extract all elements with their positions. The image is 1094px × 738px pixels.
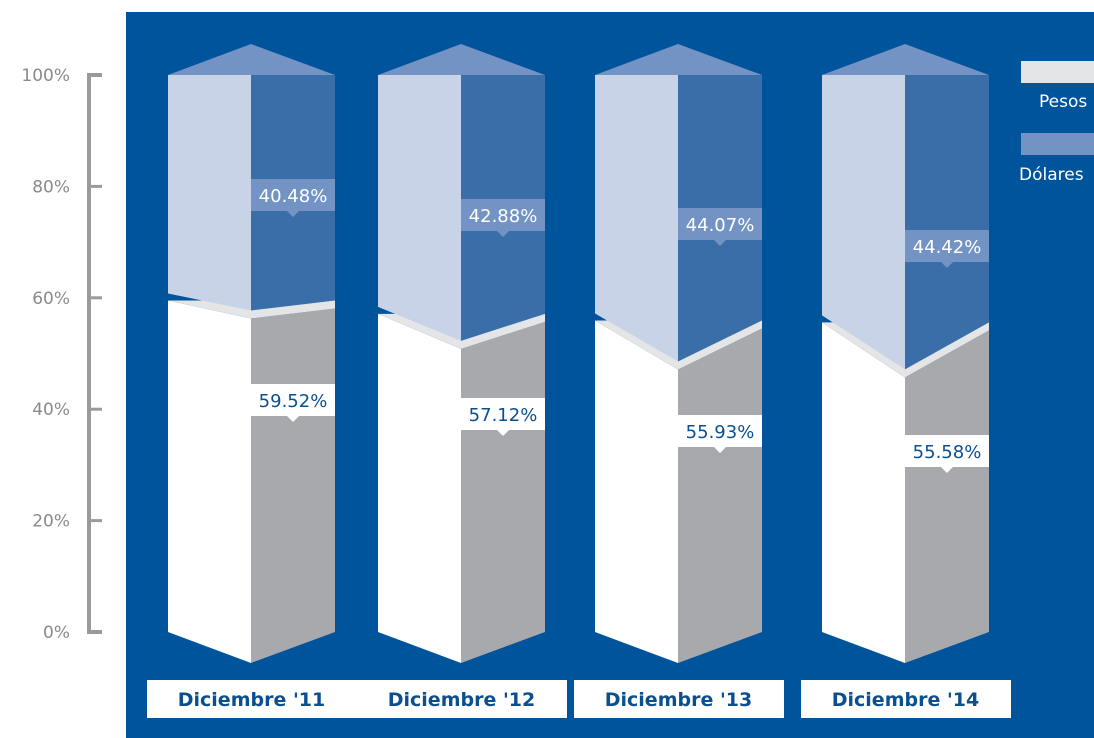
data-label-dolares-pointer: [941, 262, 953, 268]
legend-label-dolares: Dólares: [1019, 165, 1084, 185]
y-axis-line: [87, 73, 102, 634]
bars: 40.48% 59.52% 42.88% 57.12% 44.07% 55.93% 44.4…: [168, 44, 989, 663]
data-label-dolares-box: [678, 208, 762, 240]
legend-swatch-pesos: [1021, 61, 1094, 83]
category-label-box: [574, 680, 784, 718]
bar-top-cap: [595, 44, 762, 75]
y-tick-label: 60%: [32, 289, 70, 309]
y-tick-label: 0%: [43, 623, 70, 643]
bar-dolares-front: [378, 75, 461, 341]
bar-pesos-side: [678, 328, 762, 663]
data-label-dolares: 42.88%: [461, 199, 545, 237]
data-label-dolares-box: [461, 199, 545, 231]
bar-top-cap: [378, 44, 545, 75]
data-label-pesos: 57.12%: [461, 398, 545, 436]
data-label-pesos-text: 59.52%: [259, 391, 328, 412]
bar-group: 42.88% 57.12%: [378, 44, 545, 663]
bar-dolares-front: [168, 75, 251, 311]
data-label-dolares: 40.48%: [251, 179, 335, 217]
data-label-pesos-box: [905, 435, 989, 467]
category-label: Diciembre '13: [574, 680, 784, 718]
data-label-dolares-text: 42.88%: [469, 206, 538, 227]
category-label-box: [357, 680, 567, 718]
category-label: Diciembre '12: [357, 680, 567, 718]
data-label-dolares-pointer: [497, 231, 509, 237]
y-axis-ticks: 0% 20% 40% 60% 80% 100%: [21, 66, 102, 643]
bar-group: 44.07% 55.93%: [595, 44, 762, 663]
data-label-pesos: 55.93%: [678, 415, 762, 453]
category-label: Diciembre '14: [801, 680, 1011, 718]
y-tick-label: 80%: [32, 177, 70, 197]
data-label-pesos-pointer: [941, 467, 953, 473]
bar-group: 44.42% 55.58%: [822, 44, 989, 663]
bar-group: 40.48% 59.52%: [168, 44, 335, 663]
bar-pesos-side: [905, 330, 989, 663]
y-tick-label: 40%: [32, 400, 70, 420]
bar-dolares-front: [595, 75, 678, 362]
category-label-text: Diciembre '11: [178, 689, 325, 711]
category-labels: Diciembre '11 Diciembre '12 Diciembre '13 D…: [147, 680, 1011, 718]
bar-pesos-side: [251, 308, 335, 663]
category-label-box: [801, 680, 1011, 718]
bar-pesos-side: [461, 321, 545, 663]
bar-dolares-front: [822, 75, 905, 370]
data-label-pesos-text: 57.12%: [469, 405, 538, 426]
data-label-dolares-pointer: [287, 211, 299, 217]
legend: Pesos Dólares: [1019, 61, 1094, 185]
bar-pesos-front: [822, 322, 905, 663]
data-label-pesos-box: [251, 384, 335, 416]
bar-pesos-front: [595, 320, 678, 663]
bar-pesos-front: [378, 313, 461, 663]
category-label-text: Diciembre '14: [832, 689, 979, 711]
category-label-text: Diciembre '13: [605, 689, 752, 711]
legend-swatch-dolares: [1021, 133, 1094, 155]
data-label-dolares: 44.42%: [905, 230, 989, 268]
data-label-pesos-text: 55.58%: [913, 442, 982, 463]
bar-top-cap: [822, 44, 989, 75]
bar-pesos-front: [168, 300, 251, 663]
data-label-pesos-pointer: [497, 430, 509, 436]
data-label-pesos-text: 55.93%: [686, 422, 755, 443]
bar-top-cap: [168, 44, 335, 75]
bar-dolares-side: [905, 75, 989, 370]
data-label-pesos-box: [461, 398, 545, 430]
y-tick-label: 100%: [21, 66, 70, 86]
data-label-dolares-pointer: [714, 240, 726, 246]
data-label-dolares-text: 40.48%: [259, 186, 328, 207]
data-label-dolares: 44.07%: [678, 208, 762, 246]
data-label-dolares-box: [251, 179, 335, 211]
data-label-pesos-box: [678, 415, 762, 447]
y-axis: [87, 73, 102, 634]
y-tick-label: 20%: [32, 512, 70, 532]
category-label: Diciembre '11: [147, 680, 357, 718]
data-label-pesos-pointer: [287, 416, 299, 422]
data-label-dolares-text: 44.07%: [686, 215, 755, 236]
data-label-pesos-pointer: [714, 447, 726, 453]
data-label-pesos: 55.58%: [905, 435, 989, 473]
category-label-box: [147, 680, 357, 718]
data-label-dolares-box: [905, 230, 989, 262]
category-label-text: Diciembre '12: [388, 689, 535, 711]
data-label-dolares-text: 44.42%: [913, 237, 982, 258]
legend-label-pesos: Pesos: [1039, 92, 1087, 112]
data-label-pesos: 59.52%: [251, 384, 335, 422]
